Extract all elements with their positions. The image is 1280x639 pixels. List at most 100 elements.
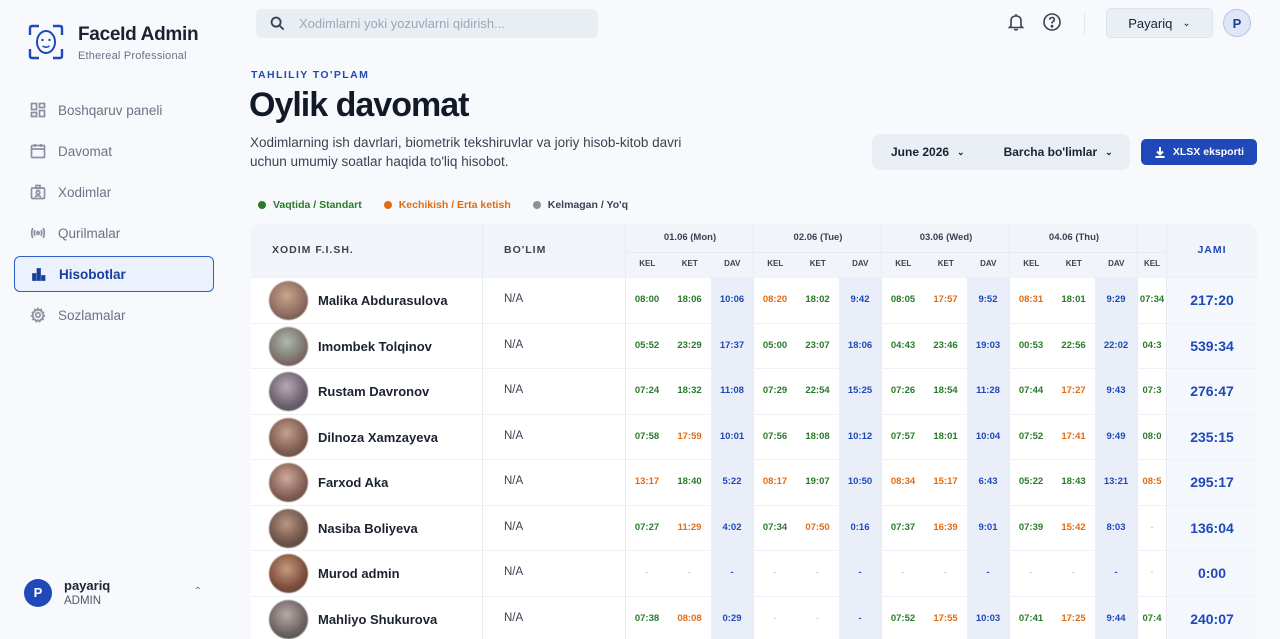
- column-header-sub: KET: [1065, 259, 1082, 268]
- column-header-sub: KEL: [895, 259, 912, 268]
- help-icon[interactable]: [1042, 12, 1064, 34]
- chevron-up-icon[interactable]: ⌃: [193, 586, 202, 597]
- time-cell: -: [773, 612, 777, 624]
- sidebar-item-dashboard[interactable]: Boshqaruv paneli: [14, 92, 214, 128]
- row-total-hours: 276:47: [1190, 383, 1234, 399]
- time-cell: 10:04: [975, 430, 1001, 442]
- month-filter[interactable]: June 2026 ⌄: [891, 145, 965, 159]
- time-cell: 17:27: [1061, 385, 1086, 396]
- legend-item: Vaqtida / Standart: [258, 199, 362, 211]
- dav-column-bg: [839, 224, 881, 639]
- time-cell: -: [1071, 567, 1076, 578]
- employee-name: Murod admin: [318, 566, 400, 581]
- notification-bell-icon[interactable]: [1006, 12, 1028, 34]
- time-cell: 08:05: [890, 294, 916, 305]
- time-cell: 11:08: [720, 385, 744, 396]
- column-header-total: JAMI: [1197, 244, 1227, 256]
- table-row[interactable]: Imombek Tolqinov N/A 05:52 23:29 17:37 05:00 2…: [251, 322, 1257, 368]
- sidebar-item-settings[interactable]: Sozlamalar: [14, 297, 214, 333]
- time-cell: 9:44: [1106, 612, 1126, 624]
- sidebar-item-label: Hisobotlar: [59, 266, 126, 282]
- table-row[interactable]: Farxod Aka N/A 13:17 18:40 5:22 08:17 19:07 10:…: [251, 459, 1257, 504]
- time-cell: 9:01: [978, 521, 998, 533]
- legend-item: Kelmagan / Yo'q: [532, 199, 629, 211]
- table-row[interactable]: Nasiba Boliyeva N/A 07:27 11:29 4:02 07:34 07:…: [251, 504, 1257, 550]
- time-cell: 18:40: [677, 476, 702, 487]
- time-cell: -: [1150, 567, 1154, 578]
- sidebar-item-label: Davomat: [58, 143, 113, 159]
- time-cell: 08:31: [1018, 294, 1044, 305]
- sidebar-item-label: Xodimlar: [58, 184, 112, 200]
- page-eyebrow: TAHLILIY TO'PLAM: [251, 69, 370, 81]
- month-filter-value: June 2026: [891, 145, 950, 159]
- time-cell: -: [815, 567, 820, 578]
- search-bar[interactable]: [256, 9, 598, 38]
- time-cell: 9:52: [978, 294, 998, 305]
- sidebar-user-menu[interactable]: P payariq ADMIN ⌃: [24, 578, 204, 607]
- table-row[interactable]: Malika Abdurasulova N/A 08:00 18:06 10:06 08:…: [251, 277, 1257, 322]
- column-divider: [1166, 224, 1167, 639]
- time-cell: 15:25: [847, 385, 873, 396]
- time-cell: 07:34: [1139, 294, 1165, 305]
- time-cell: 17:37: [719, 339, 745, 351]
- time-cell: 07:44: [1018, 385, 1044, 396]
- time-cell: 08:08: [677, 612, 702, 624]
- row-total-hours: 0:00: [1197, 565, 1227, 581]
- time-cell: -: [858, 567, 862, 578]
- dav-column-bg: [711, 224, 753, 639]
- time-cell: 18:32: [677, 385, 702, 396]
- time-cell: 23:46: [933, 339, 958, 351]
- status-legend: Vaqtida / Standart Kechikish / Erta ketis…: [258, 199, 650, 211]
- table-row[interactable]: Rustam Davronov N/A 07:24 18:32 11:08 07:29 22…: [251, 368, 1257, 413]
- department-filter[interactable]: Barcha bo'limlar ⌄: [1004, 145, 1113, 159]
- time-cell: -: [730, 567, 734, 578]
- time-cell: -: [1029, 567, 1033, 578]
- time-cell: 18:08: [805, 430, 830, 442]
- employee-department: N/A: [504, 611, 524, 624]
- time-cell: 10:50: [847, 476, 873, 487]
- org-select[interactable]: Payariq ⌄: [1106, 8, 1213, 38]
- time-cell: 8:03: [1106, 521, 1126, 533]
- column-divider: [1137, 224, 1138, 639]
- time-cell: 07:24: [634, 385, 660, 396]
- column-divider: [625, 224, 626, 639]
- legend-label: Kechikish / Erta ketish: [398, 199, 511, 211]
- avatar: [269, 554, 308, 593]
- time-cell: 9:49: [1106, 430, 1126, 442]
- time-cell: 23:07: [805, 339, 830, 351]
- face-id-logo-icon: [28, 24, 64, 60]
- time-cell: 07:39: [1018, 521, 1044, 533]
- employee-department: N/A: [504, 520, 524, 533]
- table-row[interactable]: Dilnoza Xamzayeva N/A 07:58 17:59 10:01 07:56…: [251, 413, 1257, 459]
- sidebar-item-attendance[interactable]: Davomat: [14, 133, 214, 169]
- time-cell: 18:06: [847, 339, 873, 351]
- legend-label: Kelmagan / Yo'q: [547, 199, 629, 211]
- time-cell: 08:20: [762, 294, 788, 305]
- avatar: [269, 417, 308, 457]
- filter-group: June 2026 ⌄ Barcha bo'limlar ⌄: [872, 134, 1130, 170]
- dav-column-bg: [1095, 224, 1137, 639]
- avatar: [269, 463, 308, 502]
- time-cell: 05:00: [762, 339, 788, 351]
- time-cell: 17:41: [1061, 430, 1086, 442]
- time-cell: -: [645, 567, 649, 578]
- avatar[interactable]: P: [1223, 9, 1251, 37]
- export-xlsx-button[interactable]: XLSX eksporti: [1141, 139, 1257, 165]
- time-cell: 18:02: [805, 294, 830, 305]
- column-header-sub: KET: [937, 259, 954, 268]
- sidebar-item-devices[interactable]: Qurilmalar: [14, 215, 214, 251]
- legend-dot: [383, 201, 392, 209]
- column-header-sub: DAV: [724, 259, 741, 268]
- sidebar-item-reports[interactable]: Hisobotlar: [14, 256, 214, 292]
- page-title: Oylik davomat: [249, 86, 469, 124]
- table-row[interactable]: Mahliyo Shukurova N/A 07:38 08:08 0:29 - - - 07:…: [251, 595, 1257, 639]
- time-cell: 18:54: [933, 385, 958, 396]
- brand: FaceId Admin Ethereal Professional: [28, 24, 199, 62]
- export-label: XLSX eksporti: [1172, 146, 1245, 158]
- time-cell: 22:56: [1061, 339, 1086, 351]
- sidebar-item-employees[interactable]: Xodimlar: [14, 174, 214, 210]
- table-row[interactable]: Murod admin N/A - - - - - - - - - - - - - 0:00: [251, 550, 1257, 595]
- search-input[interactable]: [299, 16, 589, 31]
- avatar: [269, 281, 308, 320]
- time-cell: 07:41: [1018, 612, 1044, 624]
